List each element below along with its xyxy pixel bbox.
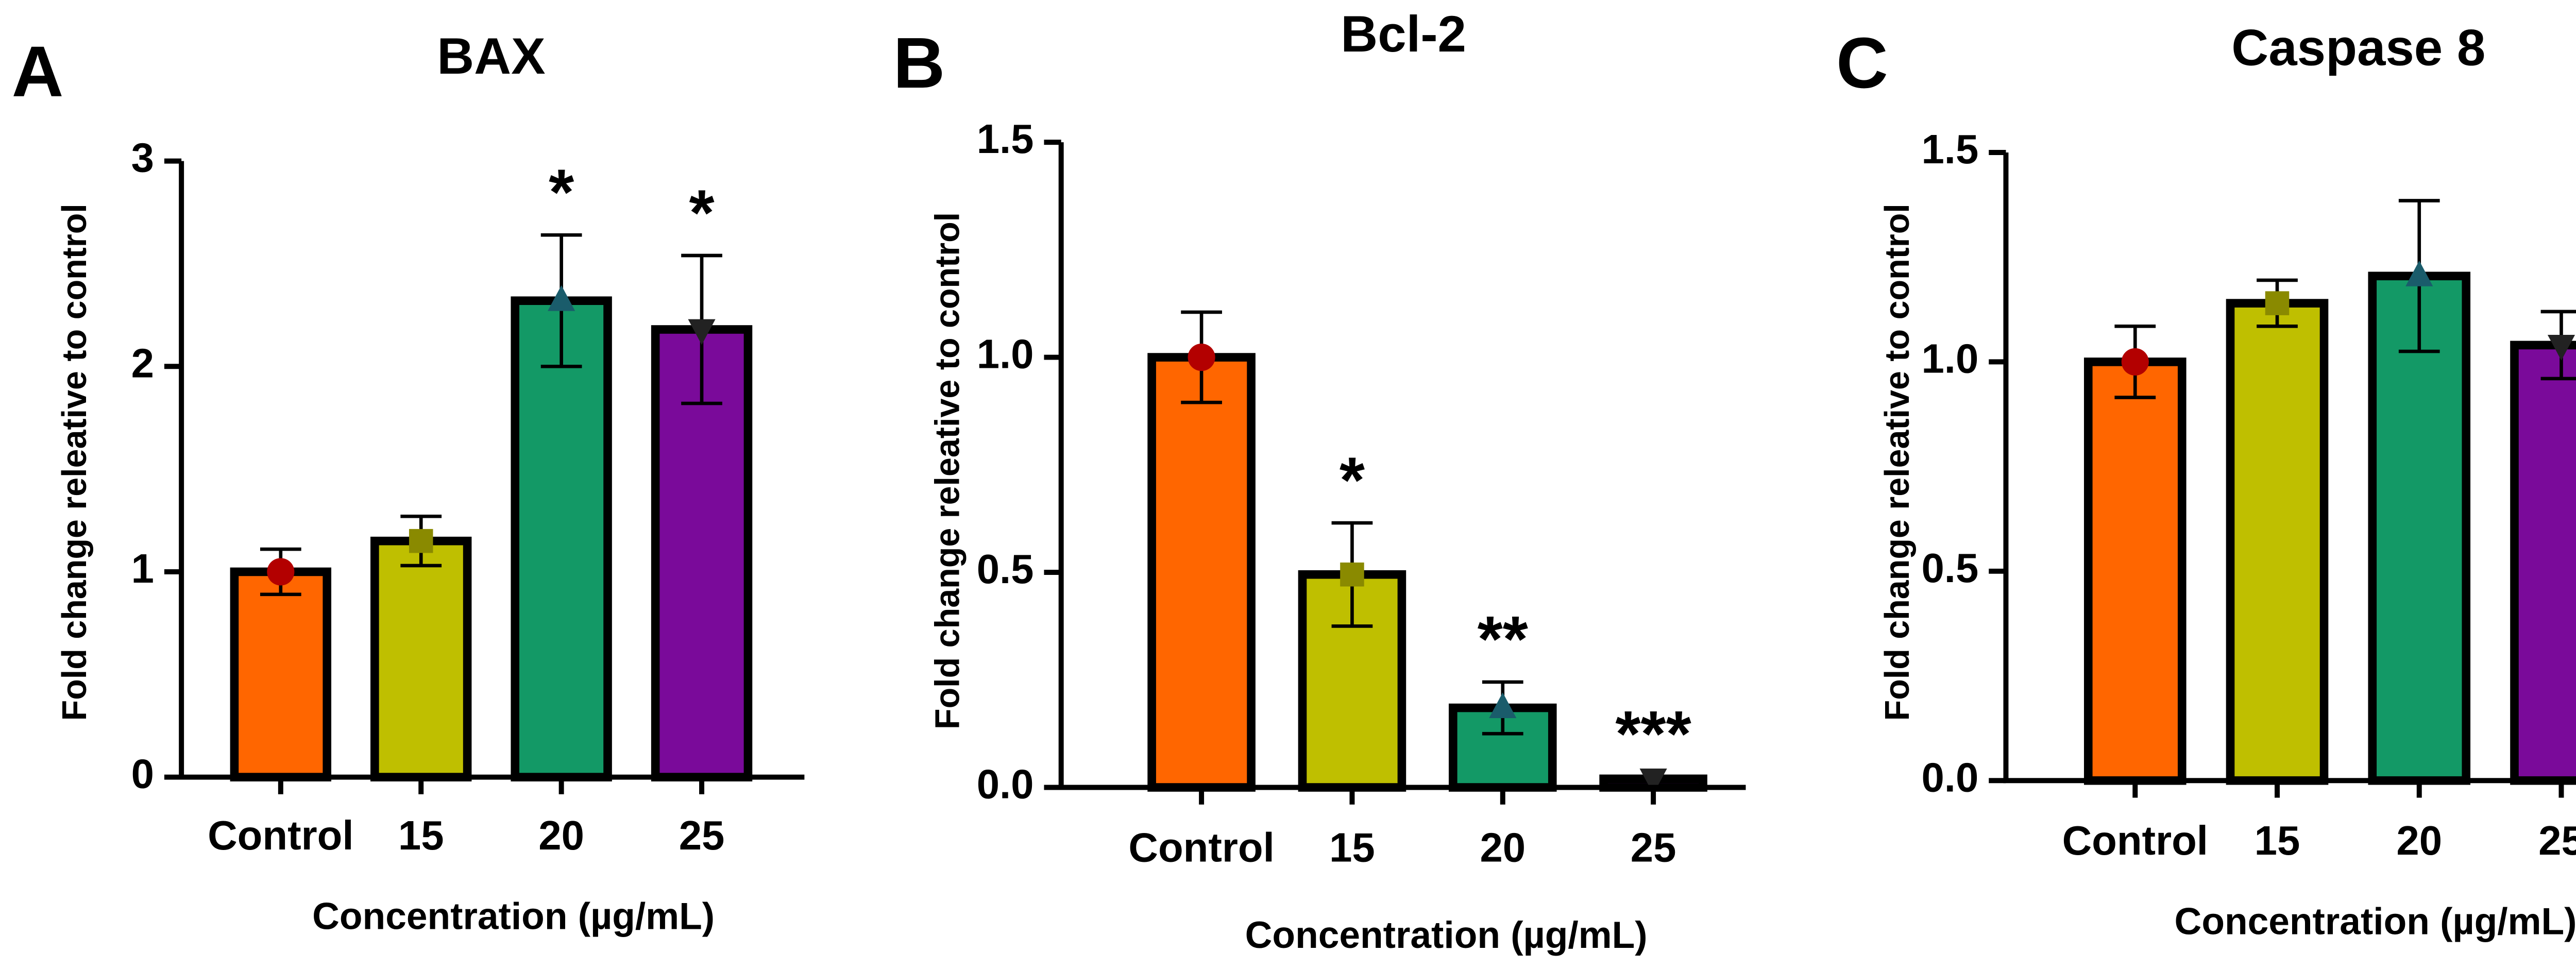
y-tick-label: 0.5 <box>1921 545 1978 591</box>
y-tick-label: 1.0 <box>977 331 1034 377</box>
x-tick-label: Control <box>2062 818 2208 863</box>
marker <box>2265 291 2290 315</box>
marker <box>1639 768 1667 794</box>
marker <box>1489 692 1517 718</box>
panel-letter: A <box>12 31 64 112</box>
chart-title: Bcl-2 <box>1341 6 1466 63</box>
y-tick-label: 0.0 <box>1921 754 1978 800</box>
marker <box>688 319 716 345</box>
x-axis-label: Concentration (µg/mL) <box>2175 901 2576 943</box>
significance: ** <box>1478 603 1528 675</box>
chart-title: BAX <box>437 28 545 85</box>
y-tick-label: 3 <box>131 135 154 181</box>
bar <box>2083 358 2187 785</box>
x-axis-label: Concentration (µg/mL) <box>312 896 715 938</box>
significance: * <box>1340 444 1365 516</box>
x-tick-label: 20 <box>2396 818 2442 863</box>
axes <box>2003 152 2576 784</box>
bar <box>1147 353 1256 792</box>
x-tick-label: 20 <box>538 812 584 858</box>
x-tick-label: 25 <box>1631 824 1676 870</box>
marker <box>1188 343 1215 371</box>
y-tick-label: 1 <box>131 546 154 591</box>
marker <box>548 285 575 311</box>
marker <box>2405 260 2433 286</box>
y-tick-label: 0.0 <box>977 761 1034 807</box>
marker <box>1340 562 1364 587</box>
x-tick-label: 15 <box>1329 824 1375 870</box>
marker <box>2121 348 2149 376</box>
x-tick-label: 25 <box>679 812 725 858</box>
y-tick-label: 2 <box>131 340 154 386</box>
x-tick-label: 15 <box>2255 818 2300 863</box>
x-tick-label: Control <box>1128 824 1274 870</box>
axes <box>1058 142 1746 790</box>
x-axis-label: Concentration (µg/mL) <box>1245 914 1648 956</box>
significance: *** <box>1615 698 1691 770</box>
marker <box>409 529 433 553</box>
axes <box>179 161 805 780</box>
significance: * <box>689 176 714 249</box>
panel-letter: C <box>1836 23 1888 103</box>
marker <box>2547 334 2575 361</box>
bar <box>2226 299 2329 785</box>
x-tick-label: 15 <box>398 812 444 858</box>
bar <box>230 567 332 781</box>
bar <box>511 296 612 781</box>
y-tick-label: 0.5 <box>977 546 1034 592</box>
y-axis-label: Fold change releative to control <box>56 203 94 721</box>
bar <box>2510 341 2576 785</box>
panel-letter: B <box>893 23 945 103</box>
x-tick-label: Control <box>208 812 353 858</box>
y-tick-label: 1.5 <box>1921 126 1978 172</box>
y-axis-label: Fold change releative to control <box>1878 203 1917 721</box>
y-tick-label: 1.0 <box>1921 335 1978 381</box>
marker <box>267 558 295 586</box>
x-tick-label: 20 <box>1480 824 1526 870</box>
y-tick-label: 1.5 <box>977 116 1034 162</box>
y-axis-label: Fold change releative to control <box>928 212 967 729</box>
chart-title: Caspase 8 <box>2231 19 2485 76</box>
y-tick-label: 0 <box>131 751 154 797</box>
significance: * <box>549 156 574 228</box>
x-tick-label: 25 <box>2538 818 2576 863</box>
bar <box>370 536 472 781</box>
